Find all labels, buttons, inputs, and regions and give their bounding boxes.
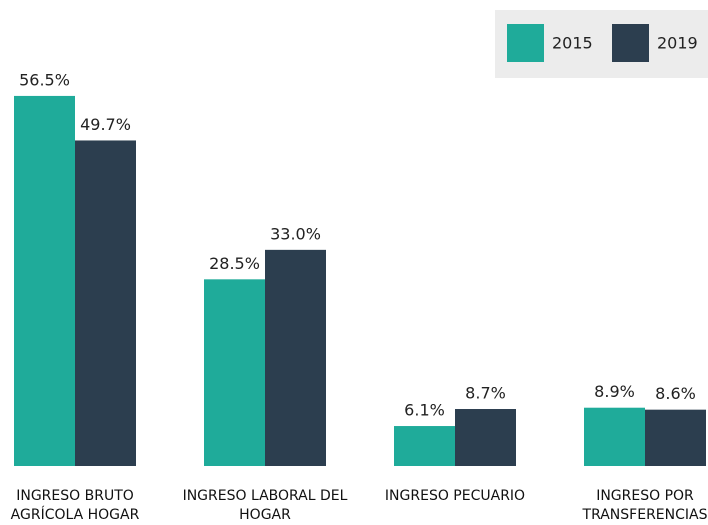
category-label: INGRESO PECUARIO — [384, 488, 526, 504]
category-label: INGRESO LABORAL DEL HOGAR — [182, 488, 348, 523]
value-label: 49.7% — [80, 115, 131, 134]
bar — [645, 409, 706, 466]
value-label: 56.5% — [19, 70, 70, 89]
bar — [584, 407, 645, 466]
value-label: 33.0% — [270, 224, 321, 243]
value-label: 8.6% — [655, 384, 696, 403]
legend-label: 2015 — [552, 34, 593, 53]
bar — [455, 409, 516, 466]
bar — [75, 140, 136, 466]
value-label: 28.5% — [209, 254, 260, 273]
legend-label: 2019 — [657, 34, 698, 53]
bar — [14, 95, 75, 467]
value-label: 8.9% — [594, 382, 635, 401]
bar — [265, 249, 326, 466]
category-label: INGRESO POR TRANSFERENCIAS — [582, 488, 708, 523]
value-label: 8.7% — [465, 384, 506, 403]
category-label: INGRESO BRUTO AGRÍCOLA HOGAR — [10, 488, 140, 523]
legend-swatch — [612, 24, 649, 62]
bar — [394, 426, 455, 466]
bar — [204, 279, 265, 466]
value-label: 6.1% — [404, 401, 445, 420]
legend-swatch — [507, 24, 544, 62]
